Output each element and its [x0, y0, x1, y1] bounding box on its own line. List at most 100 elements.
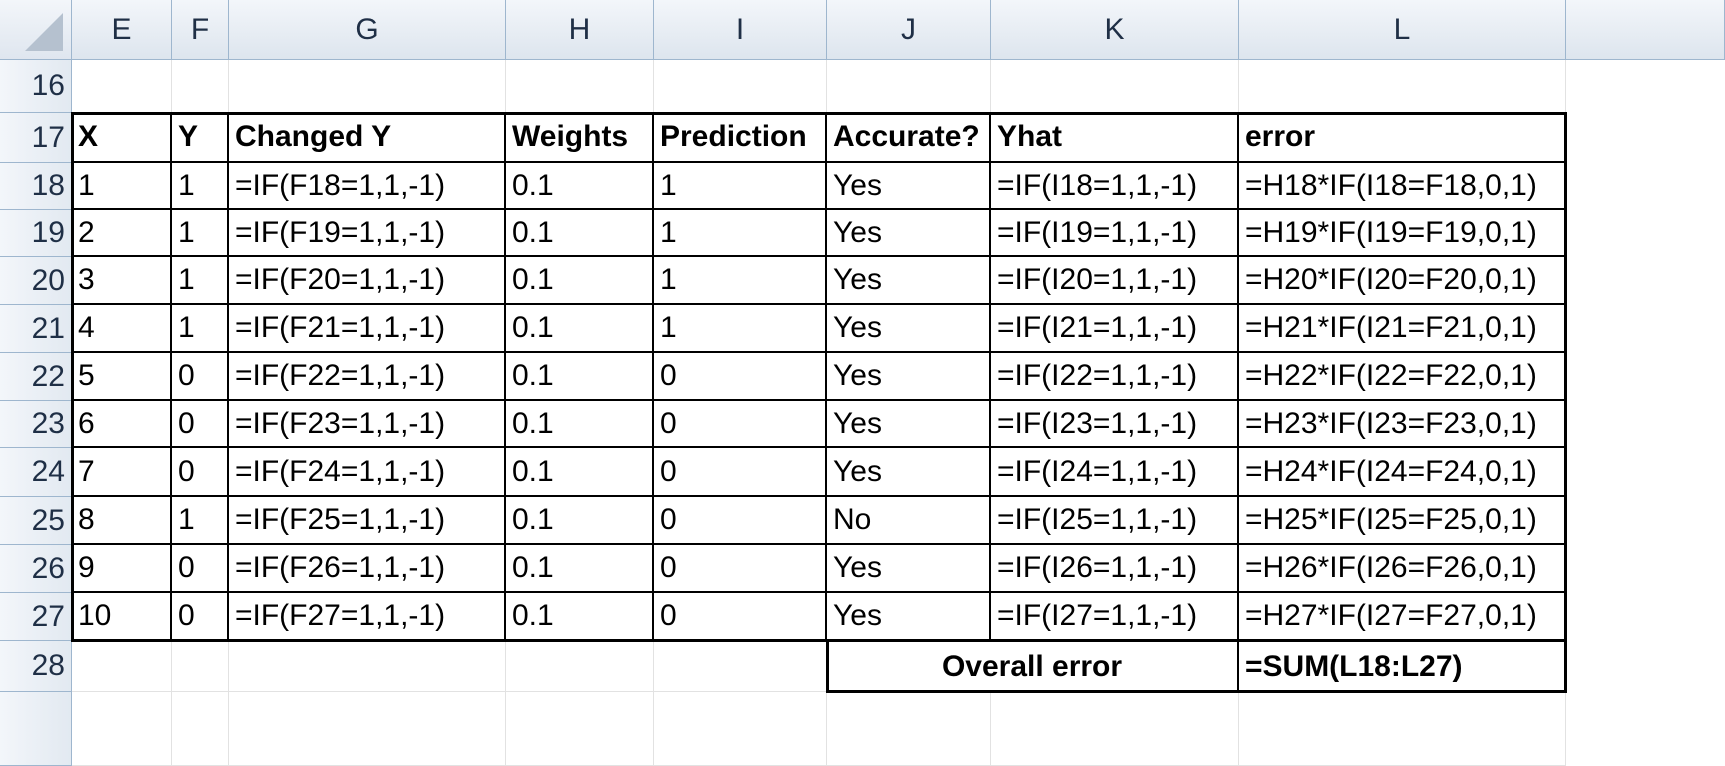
- table-cell[interactable]: =IF(F27=1,1,-1): [229, 593, 506, 641]
- table-cell[interactable]: =IF(F18=1,1,-1): [229, 163, 506, 210]
- table-header-cell[interactable]: Changed Y: [229, 113, 506, 163]
- row-header-26[interactable]: 26: [0, 545, 72, 593]
- empty-cell[interactable]: [1239, 60, 1566, 113]
- table-cell[interactable]: =IF(F23=1,1,-1): [229, 401, 506, 448]
- empty-cell[interactable]: [229, 692, 506, 766]
- table-cell[interactable]: 3: [72, 257, 172, 305]
- row-header-24[interactable]: 24: [0, 448, 72, 497]
- empty-cell[interactable]: [172, 60, 229, 113]
- table-cell[interactable]: 1: [72, 163, 172, 210]
- table-cell[interactable]: =IF(I19=1,1,-1): [991, 210, 1239, 257]
- table-header-cell[interactable]: Prediction: [654, 113, 827, 163]
- row-header-21[interactable]: 21: [0, 305, 72, 353]
- table-header-cell[interactable]: error: [1239, 113, 1566, 163]
- column-header-k[interactable]: K: [991, 0, 1239, 60]
- table-cell[interactable]: 0.1: [506, 448, 654, 497]
- table-cell[interactable]: 10: [72, 593, 172, 641]
- row-header-18[interactable]: 18: [0, 163, 72, 210]
- table-header-cell[interactable]: Weights: [506, 113, 654, 163]
- row-header-19[interactable]: 19: [0, 210, 72, 257]
- table-cell[interactable]: 0.1: [506, 163, 654, 210]
- table-cell[interactable]: Yes: [827, 163, 991, 210]
- table-cell[interactable]: 5: [72, 353, 172, 401]
- table-cell[interactable]: =IF(F21=1,1,-1): [229, 305, 506, 353]
- table-cell[interactable]: =H18*IF(I18=F18,0,1): [1239, 163, 1566, 210]
- table-cell[interactable]: =H23*IF(I23=F23,0,1): [1239, 401, 1566, 448]
- table-cell[interactable]: 6: [72, 401, 172, 448]
- table-cell[interactable]: =IF(I18=1,1,-1): [991, 163, 1239, 210]
- column-header-g[interactable]: G: [229, 0, 506, 60]
- table-cell[interactable]: Yes: [827, 448, 991, 497]
- table-cell[interactable]: 0.1: [506, 593, 654, 641]
- row-header-25[interactable]: 25: [0, 497, 72, 545]
- table-cell[interactable]: 0.1: [506, 545, 654, 593]
- table-cell[interactable]: 1: [172, 305, 229, 353]
- table-cell[interactable]: Yes: [827, 593, 991, 641]
- table-cell[interactable]: =IF(I23=1,1,-1): [991, 401, 1239, 448]
- table-cell[interactable]: =H22*IF(I22=F22,0,1): [1239, 353, 1566, 401]
- empty-cell[interactable]: [654, 60, 827, 113]
- column-header-l[interactable]: L: [1239, 0, 1566, 60]
- table-cell[interactable]: =H27*IF(I27=F27,0,1): [1239, 593, 1566, 641]
- table-cell[interactable]: 1: [654, 305, 827, 353]
- column-header-i[interactable]: I: [654, 0, 827, 60]
- table-header-cell[interactable]: Accurate?: [827, 113, 991, 163]
- table-cell[interactable]: Yes: [827, 257, 991, 305]
- table-cell[interactable]: 0.1: [506, 401, 654, 448]
- empty-cell[interactable]: [229, 641, 506, 692]
- empty-cell[interactable]: [172, 692, 229, 766]
- column-header-h[interactable]: H: [506, 0, 654, 60]
- table-cell[interactable]: =H26*IF(I26=F26,0,1): [1239, 545, 1566, 593]
- table-cell[interactable]: 0.1: [506, 305, 654, 353]
- overall-error-formula[interactable]: =SUM(L18:L27): [1245, 649, 1463, 683]
- table-cell[interactable]: =IF(I26=1,1,-1): [991, 545, 1239, 593]
- table-cell[interactable]: 7: [72, 448, 172, 497]
- table-cell[interactable]: =IF(F24=1,1,-1): [229, 448, 506, 497]
- table-cell[interactable]: 1: [172, 163, 229, 210]
- row-header-28[interactable]: 28: [0, 641, 72, 692]
- table-cell[interactable]: Yes: [827, 401, 991, 448]
- overall-error-label[interactable]: Overall error: [827, 641, 1239, 692]
- empty-cell[interactable]: [72, 692, 172, 766]
- table-header-cell[interactable]: Y: [172, 113, 229, 163]
- table-cell[interactable]: =IF(F26=1,1,-1): [229, 545, 506, 593]
- table-cell[interactable]: 0.1: [506, 497, 654, 545]
- empty-cell[interactable]: [506, 641, 654, 692]
- table-cell[interactable]: 0: [654, 353, 827, 401]
- table-cell[interactable]: 0.1: [506, 257, 654, 305]
- row-header-23[interactable]: 23: [0, 401, 72, 448]
- table-cell[interactable]: 2: [72, 210, 172, 257]
- table-cell[interactable]: Yes: [827, 353, 991, 401]
- table-cell[interactable]: =IF(F19=1,1,-1): [229, 210, 506, 257]
- table-cell[interactable]: =IF(F25=1,1,-1): [229, 497, 506, 545]
- table-cell[interactable]: Yes: [827, 305, 991, 353]
- empty-cell[interactable]: [229, 60, 506, 113]
- table-cell[interactable]: No: [827, 497, 991, 545]
- table-cell[interactable]: 1: [654, 257, 827, 305]
- empty-cell[interactable]: [506, 692, 654, 766]
- empty-cell[interactable]: [72, 641, 172, 692]
- table-header-cell[interactable]: Yhat: [991, 113, 1239, 163]
- table-cell[interactable]: 0: [654, 545, 827, 593]
- table-cell[interactable]: =IF(F20=1,1,-1): [229, 257, 506, 305]
- table-cell[interactable]: =IF(I24=1,1,-1): [991, 448, 1239, 497]
- table-cell[interactable]: 0: [172, 448, 229, 497]
- row-header-22[interactable]: 22: [0, 353, 72, 401]
- empty-cell[interactable]: [506, 60, 654, 113]
- table-cell[interactable]: 1: [654, 210, 827, 257]
- table-cell[interactable]: 8: [72, 497, 172, 545]
- table-header-cell[interactable]: X: [72, 113, 172, 163]
- table-cell[interactable]: 1: [172, 257, 229, 305]
- column-header-e[interactable]: E: [72, 0, 172, 60]
- table-cell[interactable]: =H21*IF(I21=F21,0,1): [1239, 305, 1566, 353]
- column-header-j[interactable]: J: [827, 0, 991, 60]
- column-header-f[interactable]: F: [172, 0, 229, 60]
- table-cell[interactable]: 4: [72, 305, 172, 353]
- table-cell[interactable]: 0: [172, 593, 229, 641]
- table-cell[interactable]: 0: [654, 497, 827, 545]
- table-cell[interactable]: 1: [654, 163, 827, 210]
- table-cell[interactable]: 0: [172, 545, 229, 593]
- empty-cell[interactable]: [654, 692, 827, 766]
- table-cell[interactable]: 0.1: [506, 353, 654, 401]
- empty-cell[interactable]: [827, 692, 991, 766]
